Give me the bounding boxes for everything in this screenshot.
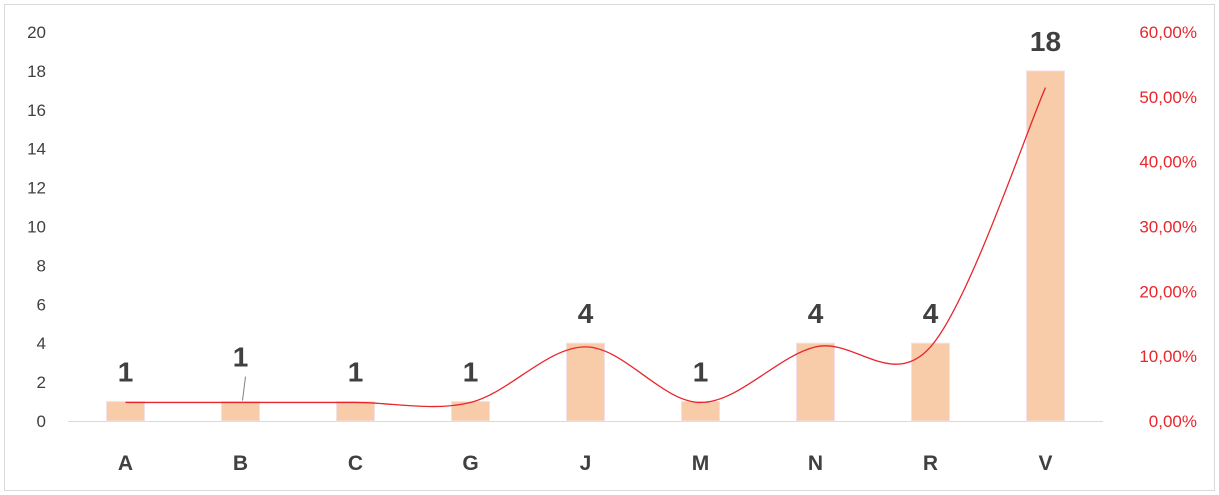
data-label: 1 bbox=[233, 342, 249, 373]
left-axis-tick: 12 bbox=[27, 179, 46, 198]
percentage-line bbox=[125, 87, 1047, 408]
left-axis-tick: 14 bbox=[27, 140, 46, 159]
right-axis-tick: 0,00% bbox=[1149, 412, 1197, 431]
bar bbox=[336, 401, 375, 422]
data-labels: 1 1 1 1 4 1 4 4 18 bbox=[118, 26, 1061, 401]
category-label: M bbox=[692, 452, 710, 475]
left-axis-tick: 2 bbox=[37, 373, 46, 392]
right-axis: 0,00% 10,00% 20,00% 30,00% 40,00% 50,00% 60,00… bbox=[1139, 23, 1197, 431]
data-label: 4 bbox=[923, 298, 939, 329]
bar bbox=[911, 342, 950, 422]
bar bbox=[681, 401, 720, 422]
right-axis-tick: 20,00% bbox=[1139, 282, 1197, 301]
left-axis-tick: 8 bbox=[37, 256, 46, 275]
right-axis-tick: 30,00% bbox=[1139, 218, 1197, 237]
data-label: 1 bbox=[693, 357, 709, 388]
right-axis-tick: 50,00% bbox=[1139, 88, 1197, 107]
right-axis-tick: 60,00% bbox=[1139, 23, 1197, 42]
left-axis: 0 2 4 6 8 10 12 14 16 18 20 bbox=[27, 23, 46, 431]
category-label: R bbox=[923, 452, 938, 475]
category-label: B bbox=[233, 452, 248, 475]
data-label-leader bbox=[242, 376, 246, 401]
bar bbox=[1026, 70, 1065, 422]
left-axis-tick: 0 bbox=[37, 412, 46, 431]
right-axis-tick: 10,00% bbox=[1139, 347, 1197, 366]
category-label: V bbox=[1038, 452, 1052, 475]
right-axis-tick: 40,00% bbox=[1139, 153, 1197, 172]
bar bbox=[451, 401, 490, 422]
category-label: N bbox=[808, 452, 823, 475]
data-label: 4 bbox=[578, 298, 594, 329]
category-label: J bbox=[580, 452, 592, 475]
left-axis-tick: 18 bbox=[27, 62, 46, 81]
bar-series bbox=[106, 70, 1065, 422]
category-label: G bbox=[462, 452, 478, 475]
left-axis-tick: 16 bbox=[27, 101, 46, 120]
data-label: 4 bbox=[808, 298, 824, 329]
data-label: 1 bbox=[463, 357, 479, 388]
left-axis-tick: 20 bbox=[27, 23, 46, 42]
bar bbox=[796, 342, 835, 422]
left-axis-tick: 6 bbox=[37, 295, 46, 314]
bar bbox=[106, 401, 145, 422]
left-axis-tick: 4 bbox=[37, 334, 46, 353]
bar bbox=[221, 401, 260, 422]
chart-frame bbox=[4, 4, 1215, 491]
category-label: C bbox=[348, 452, 363, 475]
category-label: A bbox=[118, 452, 133, 475]
data-label: 1 bbox=[348, 357, 364, 388]
data-label: 18 bbox=[1030, 26, 1061, 57]
bar bbox=[566, 342, 605, 422]
data-label: 1 bbox=[118, 357, 134, 388]
left-axis-tick: 10 bbox=[27, 218, 46, 237]
